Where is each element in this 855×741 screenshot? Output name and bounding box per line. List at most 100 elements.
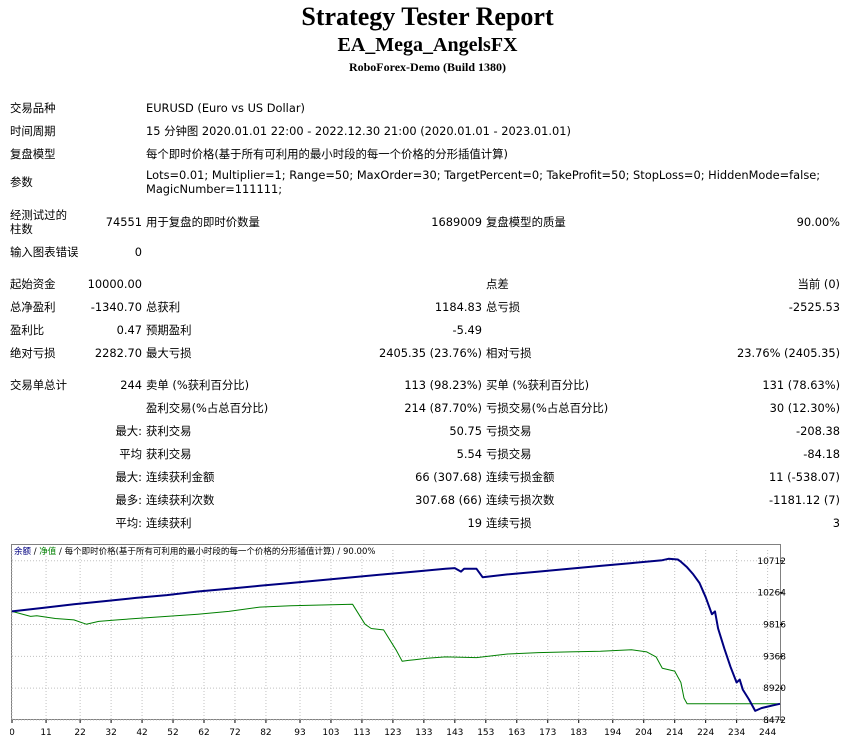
bars-label: 经测试过的柱数 [10,208,67,236]
period-value: 15 分钟图 2020.01.01 22:00 - 2022.12.30 21:… [146,123,571,138]
pf-label: 盈利比 [10,322,45,337]
y-tick-label: 8472 [763,716,786,726]
legend-balance: 余额 [14,546,32,557]
avg-win-value: 5.54 [456,446,482,461]
x-tick-label: 22 [74,728,85,737]
legend-model: 每个即时价格(基于所有可利用的最小时段的每一个价格的分形插值计算) [65,546,335,557]
abs-dd-value: 2282.70 [94,345,142,360]
legend-separator: / [335,547,343,557]
table-row: 平均 获利交易 5.54 亏损交易 -84.18 [8,442,842,465]
errors-label: 输入图表错误 [10,244,79,259]
table-row: 输入图表错误 0 [8,239,842,264]
spread-label: 点差 [486,276,509,291]
most-loss-label: 连续亏损次数 [486,492,555,507]
x-tick-label: 143 [446,728,463,737]
x-tick-label: 234 [728,728,745,737]
gross-profit-label: 总获利 [146,299,181,314]
max-dd-label: 最大亏损 [146,345,192,360]
x-tick-label: 204 [635,728,652,737]
avg-cons-win-value: 19 [467,515,483,530]
y-tick-label: 9368 [763,652,786,662]
quality-value: 90.00% [796,215,841,229]
x-tick-label: 133 [415,728,432,737]
x-tick-label: 153 [477,728,494,737]
report-table: 交易品种 EURUSD (Euro vs US Dollar) 时间周期 15 … [8,96,842,534]
quality-label: 复盘模型的质量 [486,215,566,229]
loss-trades-label: 亏损交易(%占总百分比) [486,400,609,415]
short-label: 卖单 (%获利百分比) [146,377,250,392]
report-title: Strategy Tester Report [301,2,554,31]
params-label: 参数 [10,175,33,189]
avg-cons-loss-value: 3 [832,515,841,530]
x-tick-label: 173 [539,728,556,737]
x-tick-label: 194 [604,728,621,737]
x-tick-label: 183 [570,728,587,737]
profit-trades-label: 盈利交易(%占总百分比) [146,400,269,415]
x-tick-label: 224 [697,728,714,737]
most-loss-value: -1181.12 (7) [769,492,841,507]
largest-win-label: 获利交易 [146,423,192,438]
y-tick-label: 9816 [763,620,786,630]
most-win-value: 307.68 (66) [415,492,482,507]
total-value: 244 [120,377,142,392]
y-tick-label: 10712 [757,557,786,567]
deposit-label: 起始资金 [10,276,56,291]
payoff-value: -5.49 [452,322,482,337]
table-row: 时间周期 15 分钟图 2020.01.01 22:00 - 2022.12.3… [8,119,842,142]
avg-cons-win-label: 连续获利 [146,515,192,530]
avg-cons-label: 平均: [115,515,142,530]
model-value: 每个即时价格(基于所有可利用的最小时段的每一个价格的分形插值计算) [146,146,508,161]
largest-win-value: 50.75 [449,423,482,438]
x-tick-label: 214 [666,728,683,737]
max-cons-win-label: 连续获利金额 [146,469,215,484]
legend-equity: 净值 [39,546,57,557]
table-row: 平均: 连续获利 19 连续亏损 3 [8,511,842,534]
pf-value: 0.47 [116,322,142,337]
y-tick-label: 8920 [763,684,786,694]
x-tick-label: 72 [229,728,240,737]
table-row: 交易单总计 244 卖单 (%获利百分比) 113 (98.23%) 买单 (%… [8,373,842,396]
gross-profit-value: 1184.83 [434,299,482,314]
symbol-value: EURUSD (Euro vs US Dollar) [146,100,305,115]
balance-line [11,557,781,712]
net-value: -1340.70 [90,299,142,314]
legend-separator: / [31,547,39,557]
chart-background [10,544,786,737]
net-label: 总净盈利 [10,299,56,314]
chart-series [11,557,781,712]
y-axis: 10712 10264 9816 9368 8920 8472 [757,557,786,726]
long-label: 买单 (%获利百分比) [486,377,590,392]
legend-separator: / [56,547,64,557]
max-cons-label: 最大: [115,469,142,484]
period-label: 时间周期 [10,123,56,138]
short-value: 113 (98.23%) [404,377,482,392]
x-tick-label: 93 [294,728,305,737]
table-row: 最大: 连续获利金额 66 (307.68) 连续亏损金额 11 (-538.0… [8,465,842,488]
avg-cons-loss-label: 连续亏损 [486,515,532,530]
table-row: 参数 Lots=0.01; Multiplier=1; Range=50; Ma… [8,165,842,199]
max-cons-loss-value: 11 (-538.07) [769,469,841,484]
gross-loss-value: -2525.53 [788,299,841,314]
table-row: 复盘模型 每个即时价格(基于所有可利用的最小时段的每一个价格的分形插值计算) [8,142,842,165]
rel-dd-label: 相对亏损 [486,345,532,360]
params-value: Lots=0.01; Multiplier=1; Range=50; MaxOr… [146,168,821,196]
max-cons-win-value: 66 (307.68) [415,469,482,484]
broker-info: RoboForex-Demo (Build 1380) [348,60,507,74]
max-cons-loss-label: 连续亏损金额 [486,469,555,484]
table-row: 总净盈利 -1340.70 总获利 1184.83 总亏损 -2525.53 [8,295,842,318]
ticks-label: 用于复盘的即时价数量 [146,215,260,229]
x-tick-label: 123 [384,728,401,737]
bars-value: 74551 [105,215,142,229]
largest-loss-value: -208.38 [796,423,841,438]
x-tick-label: 0 [10,728,15,737]
chart-legend: 余额 / 净值 / 每个即时价格(基于所有可利用的最小时段的每一个价格的分形插值… [14,546,375,557]
y-tick-label: 10264 [757,589,786,599]
chart-grid [11,550,780,721]
table-row: 交易品种 EURUSD (Euro vs US Dollar) [8,96,842,119]
spread-value: 当前 (0) [797,276,841,291]
rel-dd-value: 23.76% (2405.35) [736,345,841,360]
abs-dd-label: 绝对亏损 [10,345,56,360]
most-win-label: 连续获利次数 [146,492,215,507]
x-tick-label: 11 [40,728,51,737]
x-tick-label: 244 [759,728,776,737]
